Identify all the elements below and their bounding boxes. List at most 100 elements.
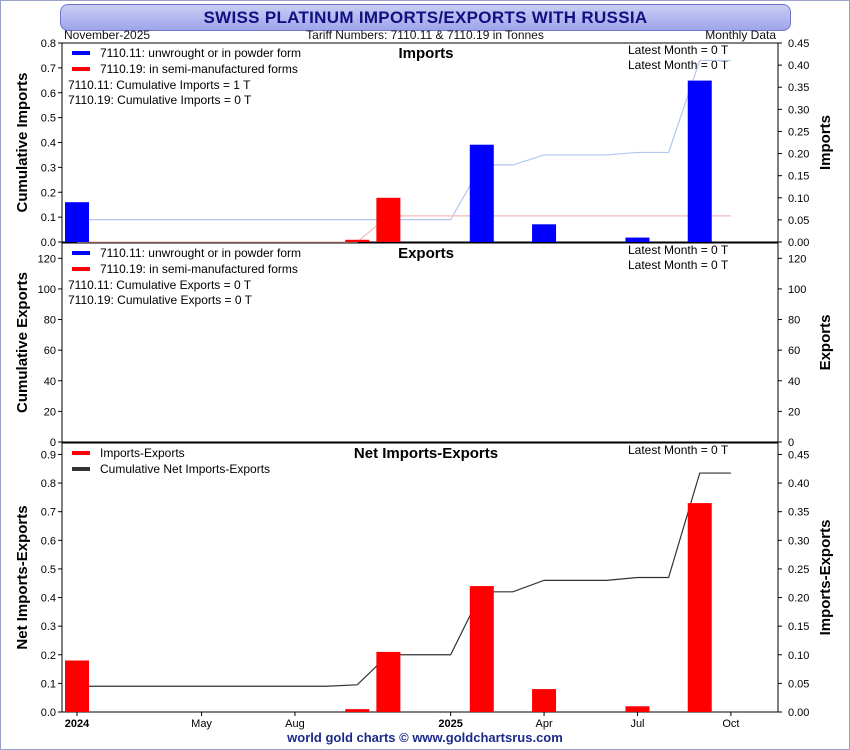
x-tick-label: May bbox=[191, 718, 212, 730]
x-tick-label: 2025 bbox=[438, 718, 462, 730]
y-tick-label: 60 bbox=[44, 345, 56, 357]
y2-axis-title: Exports bbox=[817, 315, 834, 371]
cumulative-line bbox=[77, 59, 731, 221]
y-tick-label: 0.5 bbox=[41, 113, 56, 125]
y2-tick-label: 0.40 bbox=[788, 60, 809, 72]
y2-tick-label: 0.30 bbox=[788, 104, 809, 116]
cumulative-note: 7110.11: Cumulative Imports = 1 T bbox=[68, 78, 251, 92]
panel-title: Imports bbox=[398, 45, 453, 62]
y-tick-label: 0.7 bbox=[41, 63, 56, 75]
y-tick-label: 0.3 bbox=[41, 621, 56, 633]
y-tick-label: 80 bbox=[44, 315, 56, 327]
y2-tick-label: 0.35 bbox=[788, 507, 809, 519]
y2-tick-label: 0.40 bbox=[788, 478, 809, 490]
tariff-label: Tariff Numbers: 7110.11 & 7110.19 in Ton… bbox=[306, 28, 544, 42]
y2-tick-label: 120 bbox=[788, 253, 806, 265]
legend-label: 7110.11: unwrought or in powder form bbox=[100, 246, 301, 260]
y2-tick-label: 0.15 bbox=[788, 171, 809, 183]
y2-tick-label: 0.00 bbox=[788, 237, 809, 249]
y-axis-title: Cumulative Exports bbox=[14, 272, 31, 413]
frequency-label: Monthly Data bbox=[705, 28, 776, 42]
bar bbox=[376, 197, 401, 242]
cumulative-note: 7110.19: Cumulative Exports = 0 T bbox=[68, 293, 253, 307]
y-tick-label: 100 bbox=[38, 284, 56, 296]
legend-label: 7110.11: unwrought or in powder form bbox=[100, 46, 301, 60]
y2-axis-title: Imports-Exports bbox=[817, 520, 834, 636]
cumulative-note: 7110.11: Cumulative Exports = 0 T bbox=[68, 278, 252, 292]
legend-label: Cumulative Net Imports-Exports bbox=[100, 462, 270, 476]
y-tick-label: 0.7 bbox=[41, 507, 56, 519]
latest-month-label: Latest Month = 0 T bbox=[628, 443, 729, 457]
y-axis-title: Net Imports-Exports bbox=[14, 505, 31, 649]
latest-month-label: Latest Month = 0 T bbox=[628, 258, 729, 272]
y2-tick-label: 0.45 bbox=[788, 449, 809, 461]
y-tick-label: 0.3 bbox=[41, 162, 56, 174]
y-tick-label: 0.2 bbox=[41, 187, 56, 199]
bar bbox=[65, 660, 89, 712]
y-tick-label: 0.1 bbox=[41, 212, 56, 224]
y2-tick-label: 0.20 bbox=[788, 149, 809, 161]
y-tick-label: 0.4 bbox=[41, 593, 56, 605]
y2-tick-label: 0.20 bbox=[788, 593, 809, 605]
legend-label: 7110.19: in semi-manufactured forms bbox=[100, 62, 298, 76]
y-tick-label: 0.0 bbox=[41, 707, 56, 719]
y-tick-label: 0.6 bbox=[41, 535, 56, 547]
y-axis-title: Cumulative Imports bbox=[14, 72, 31, 212]
bar bbox=[345, 709, 370, 712]
y-tick-label: 120 bbox=[38, 253, 56, 265]
y-tick-label: 0.5 bbox=[41, 564, 56, 576]
bar bbox=[687, 80, 712, 242]
y2-tick-label: 20 bbox=[788, 406, 800, 418]
plot-area bbox=[61, 242, 779, 443]
cumulative-note: 7110.19: Cumulative Imports = 0 T bbox=[68, 93, 252, 107]
legend-label: 7110.19: in semi-manufactured forms bbox=[100, 262, 298, 276]
y-tick-label: 0 bbox=[50, 437, 56, 449]
y-tick-label: 0.8 bbox=[41, 478, 56, 490]
cumulative-line bbox=[77, 215, 731, 243]
y2-tick-label: 0.10 bbox=[788, 193, 809, 205]
y2-axis-title: Imports bbox=[817, 115, 834, 170]
x-tick-label: Jul bbox=[630, 718, 644, 730]
y2-tick-label: 0.30 bbox=[788, 535, 809, 547]
y2-tick-label: 100 bbox=[788, 284, 806, 296]
y2-tick-label: 0.35 bbox=[788, 82, 809, 94]
bar bbox=[532, 689, 557, 712]
bar bbox=[625, 706, 650, 712]
footer-credit: world gold charts © www.goldchartsrus.co… bbox=[287, 730, 563, 745]
x-tick-label: Oct bbox=[722, 718, 739, 730]
y-tick-label: 0.9 bbox=[41, 449, 56, 461]
y-tick-label: 0.0 bbox=[41, 237, 56, 249]
chart-title: SWISS PLATINUM IMPORTS/EXPORTS WITH RUSS… bbox=[60, 4, 791, 31]
y-tick-label: 0.8 bbox=[41, 38, 56, 50]
x-tick-label: Aug bbox=[285, 718, 305, 730]
y-tick-label: 20 bbox=[44, 406, 56, 418]
y2-tick-label: 0.25 bbox=[788, 126, 809, 138]
y2-tick-label: 40 bbox=[788, 376, 800, 388]
x-tick-label: 2024 bbox=[65, 718, 90, 730]
bar bbox=[376, 651, 401, 712]
date-label: November-2025 bbox=[64, 28, 151, 42]
y-tick-label: 40 bbox=[44, 376, 56, 388]
y2-tick-label: 0.05 bbox=[788, 678, 809, 690]
bar bbox=[65, 202, 89, 242]
y2-tick-label: 0.25 bbox=[788, 564, 809, 576]
latest-month-label: Latest Month = 0 T bbox=[628, 58, 729, 72]
y-tick-label: 0.6 bbox=[41, 88, 56, 100]
panel-title: Exports bbox=[398, 245, 454, 262]
bar bbox=[469, 586, 494, 712]
y-tick-label: 0.1 bbox=[41, 678, 56, 690]
y2-tick-label: 0.10 bbox=[788, 650, 809, 662]
bar bbox=[687, 503, 712, 712]
y2-tick-label: 0.00 bbox=[788, 707, 809, 719]
y2-tick-label: 0.15 bbox=[788, 621, 809, 633]
y2-tick-label: 0 bbox=[788, 437, 794, 449]
latest-month-label: Latest Month = 0 T bbox=[628, 43, 729, 57]
bar bbox=[625, 237, 650, 242]
plot-area bbox=[61, 442, 779, 713]
legend-label: Imports-Exports bbox=[100, 446, 185, 460]
cumulative-line bbox=[77, 472, 731, 687]
bar bbox=[532, 224, 557, 242]
y2-tick-label: 0.05 bbox=[788, 215, 809, 227]
y-tick-label: 0.2 bbox=[41, 650, 56, 662]
